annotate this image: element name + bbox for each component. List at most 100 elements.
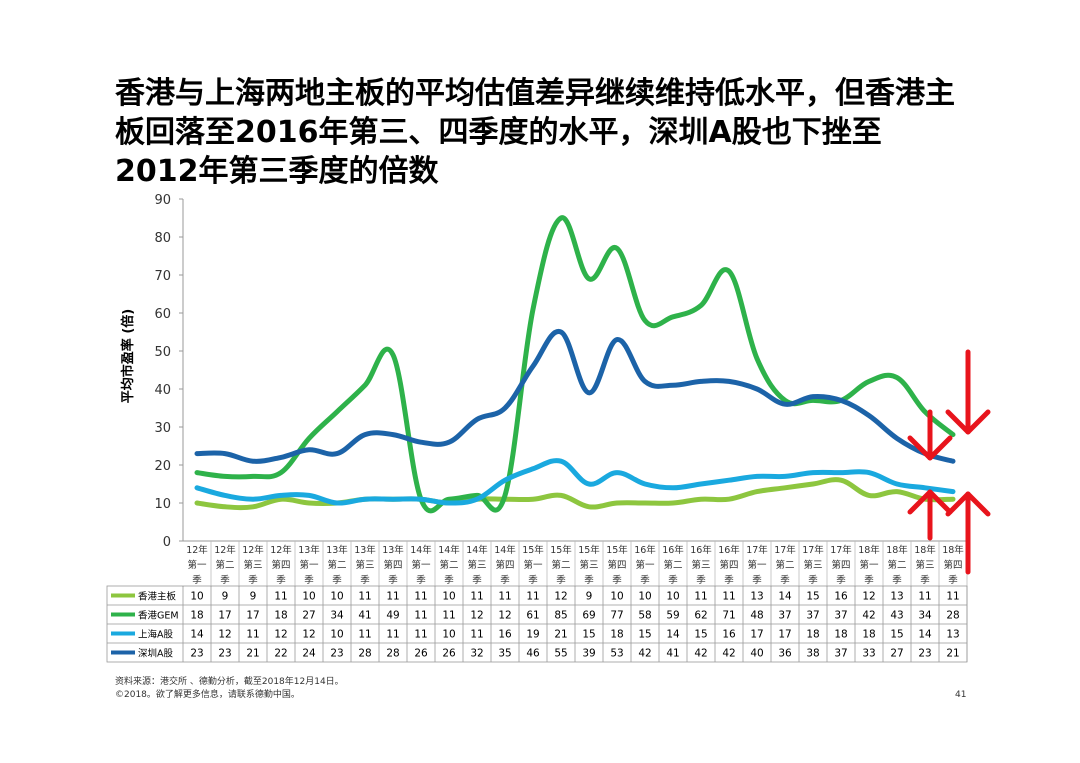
table-cell: 12 [218,629,231,641]
table-cell: 23 [190,648,203,660]
x-category-label: 16年 [662,544,684,556]
table-cell: 85 [554,610,567,622]
x-category-label: 季 [864,574,874,586]
table-cell: 27 [302,610,315,622]
table-cell: 42 [862,610,875,622]
series-line-2 [194,215,956,514]
x-category-label: 季 [668,574,678,586]
table-cell: 12 [554,591,567,603]
table-cell: 58 [638,610,651,622]
x-category-label: 季 [444,574,454,586]
x-category-label: 季 [780,574,790,586]
arrow-down-icon [907,409,953,461]
table-cell: 13 [750,591,763,603]
table-cell: 10 [638,591,651,603]
table-cell: 10 [442,591,455,603]
y-tick-label: 30 [154,421,171,436]
y-tick-label: 60 [154,307,171,322]
x-category-label: 季 [388,574,398,586]
y-tick-label: 50 [154,345,171,360]
table-cell: 28 [386,648,399,660]
table-cell: 11 [498,591,511,603]
x-category-label: 第三 [803,559,822,571]
table-cell: 17 [218,610,231,622]
x-category-label: 季 [360,574,370,586]
y-tick-label: 0 [163,535,171,550]
y-axis-label-group: 平均市盈率 (倍) [120,309,136,403]
table-cell: 49 [386,610,399,622]
x-category-label: 第四 [271,559,290,571]
table-cell: 12 [470,610,483,622]
x-category-label: 17年 [774,544,796,556]
table-cell: 35 [498,648,511,660]
x-category-label: 第二 [439,559,458,571]
x-category-label: 18年 [886,544,908,556]
table-cell: 10 [442,629,455,641]
x-category-label: 第二 [663,559,682,571]
table-cell: 15 [694,629,707,641]
table-cell: 37 [806,610,819,622]
x-category-label: 18年 [858,544,880,556]
x-category-label: 15年 [522,544,544,556]
x-category-label: 12年 [214,544,236,556]
x-category-label: 第三 [467,559,486,571]
y-tick-label: 10 [154,497,171,512]
x-category-label: 第二 [551,559,570,571]
arrow-up-icon [945,491,991,575]
table-cell: 23 [330,648,343,660]
table-cell: 27 [890,648,903,660]
x-category-label: 季 [836,574,846,586]
table-cell: 11 [918,591,931,603]
table-cell: 21 [246,648,259,660]
table-cell: 24 [302,648,316,660]
table-cell: 13 [946,629,959,641]
arrow-head [945,409,991,435]
x-category-label: 第一 [523,559,543,571]
x-category-label: 季 [304,574,314,586]
x-category-label: 第四 [943,559,962,571]
table-cell: 9 [250,591,257,603]
table-cell: 61 [526,610,539,622]
table-cell: 11 [946,591,959,603]
table-cell: 11 [246,629,259,641]
x-category-label: 18年 [942,544,964,556]
x-category-label: 第二 [215,559,234,571]
x-category-label: 季 [948,574,958,586]
y-tick-label: 80 [154,231,171,246]
table-cell: 26 [414,648,428,660]
source-note: 资料来源：港交所 、德勤分析，截至2018年12月14日。 [115,677,344,687]
table-cell: 15 [638,629,651,641]
table-cell: 37 [778,610,791,622]
table-cell: 39 [582,648,595,660]
table-cell: 12 [274,629,287,641]
y-tick-label: 40 [154,383,171,398]
table-cell: 11 [526,591,539,603]
table-cell: 16 [722,629,736,641]
x-category-label: 季 [556,574,566,586]
table-cell: 46 [526,648,540,660]
table-cell: 12 [302,629,315,641]
x-category-label: 季 [248,574,258,586]
table-cell: 42 [638,648,651,660]
x-category-label: 16年 [634,544,656,556]
table-cell: 17 [750,629,763,641]
x-category-label: 第三 [915,559,934,571]
y-axis-label: 平均市盈率 (倍) [120,309,136,403]
x-category-label: 13年 [354,544,376,556]
table-cell: 22 [274,648,287,660]
x-category-label: 17年 [746,544,768,556]
table-cell: 36 [778,648,792,660]
x-category-label: 季 [892,574,902,586]
page-title: 香港与上海两地主板的平均估值差异继续维持低水平，但香港主 板回落至2016年第三… [115,74,1015,191]
table-cell: 21 [554,629,567,641]
x-category-label: 17年 [802,544,824,556]
data-table: 香港主板 10 9 9 11 10 10 11 11 11 10 11 11 11 12 9 10 10 10 11 1… [106,585,968,663]
x-category-label: 第一 [635,559,655,571]
table-cell: 11 [358,629,371,641]
table-cell: 10 [302,591,315,603]
x-category-label: 14年 [466,544,488,556]
x-category-label: 季 [640,574,650,586]
x-category-label: 第四 [495,559,514,571]
arrow-head [945,491,991,517]
